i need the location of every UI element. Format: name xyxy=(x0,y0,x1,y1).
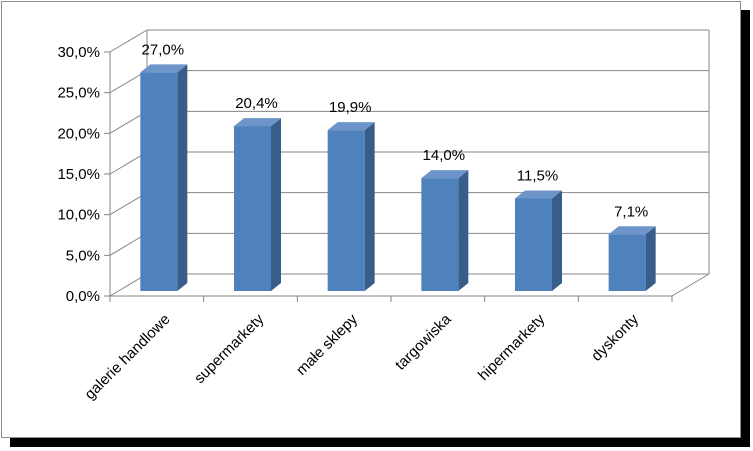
y-tick-label: 5,0% xyxy=(66,247,100,264)
bar-side xyxy=(645,226,656,291)
y-tick-labels: 0,0% 5,0% 10,0% 15,0% 20,0% 25,0% 30,0% xyxy=(57,44,100,305)
y-tick-label: 15,0% xyxy=(57,166,100,183)
y-tick-label: 0,0% xyxy=(66,288,100,305)
y-tick-label: 30,0% xyxy=(57,44,100,61)
bar xyxy=(327,122,375,291)
category-label: targowiska xyxy=(392,310,455,373)
bar-top xyxy=(140,64,188,73)
bar xyxy=(608,226,656,291)
category-label: galerie handlowe xyxy=(81,311,173,403)
bar xyxy=(421,170,469,291)
y-tick-label: 25,0% xyxy=(57,85,100,102)
bar-front xyxy=(515,198,552,291)
bar-side xyxy=(177,64,188,292)
bar-side xyxy=(458,170,469,291)
category-label: supermarkety xyxy=(191,310,268,387)
category-label: dyskonty xyxy=(588,310,642,364)
category-label: małe sklepy xyxy=(293,310,361,378)
bar-side xyxy=(552,190,562,291)
bar-front xyxy=(608,234,646,291)
bar xyxy=(515,190,562,291)
bar xyxy=(140,64,188,292)
bar-top xyxy=(515,190,562,199)
data-label: 11,5% xyxy=(517,167,558,184)
bar-side xyxy=(271,118,281,291)
bar-front xyxy=(327,130,365,291)
category-labels: galerie handlowe supermarkety małe sklepy t… xyxy=(81,310,642,403)
y-tick-label: 20,0% xyxy=(57,125,100,142)
data-labels: 27,0% 20,4% 19,9% 14,0% 11,5% 7,1% xyxy=(142,41,649,220)
floor-right-edge xyxy=(671,273,710,297)
bar xyxy=(234,118,281,291)
y-tick-label: 10,0% xyxy=(57,207,100,224)
bar-top xyxy=(608,226,656,235)
data-label: 7,1% xyxy=(614,203,648,220)
data-label: 19,9% xyxy=(329,99,372,116)
bar-front xyxy=(234,126,271,291)
bars xyxy=(140,64,656,292)
data-label: 20,4% xyxy=(235,95,278,112)
bar-top xyxy=(421,170,469,179)
gridline-diagonal xyxy=(109,29,148,53)
bar-front xyxy=(421,178,459,291)
bar-side xyxy=(364,122,375,291)
data-label: 14,0% xyxy=(423,147,466,164)
category-label: hipermarkety xyxy=(475,310,549,384)
data-label: 27,0% xyxy=(142,41,185,58)
bar-top xyxy=(327,122,375,131)
bar-top xyxy=(234,118,281,127)
bar-front xyxy=(140,72,178,292)
